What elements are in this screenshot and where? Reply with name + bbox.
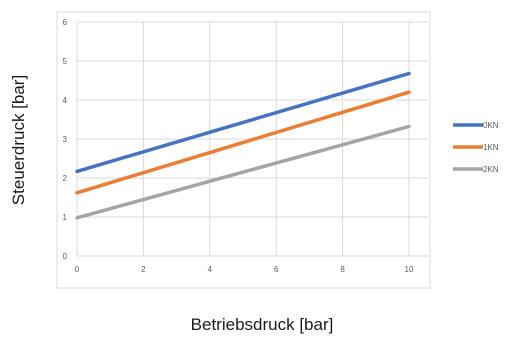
y-tick-label: 5 [63,57,68,66]
y-axis-title: Steuerdruck [bar] [9,75,28,205]
series-line-0 [75,71,411,174]
legend-label-0: 0KN [483,121,499,130]
y-tick-label: 4 [63,96,68,105]
x-tick-label: 8 [340,265,345,274]
series-line-1 [75,90,411,195]
x-tick-label: 4 [208,265,213,274]
y-tick-labels: 0 1 2 3 4 5 6 [63,18,68,261]
series-lines [75,71,411,220]
y-tick-label: 2 [63,174,68,183]
legend: 0KN 1KN 2KN [453,121,499,174]
x-tick-label: 2 [141,265,146,274]
legend-label-1: 1KN [483,143,499,152]
x-axis-title: Betriebsdruck [bar] [191,315,334,334]
y-tick-label: 3 [63,135,68,144]
x-tick-labels: 0 2 4 6 8 10 [75,265,414,274]
series-line-2 [75,124,411,220]
x-tick-label: 10 [405,265,414,274]
y-tick-label: 0 [63,252,68,261]
y-tick-label: 1 [63,213,68,222]
chart-frame [56,11,431,289]
x-tick-label: 0 [75,265,80,274]
x-tick-label: 6 [274,265,279,274]
legend-label-2: 2KN [483,165,499,174]
grid-lines [76,21,428,257]
y-tick-label: 6 [63,18,68,27]
